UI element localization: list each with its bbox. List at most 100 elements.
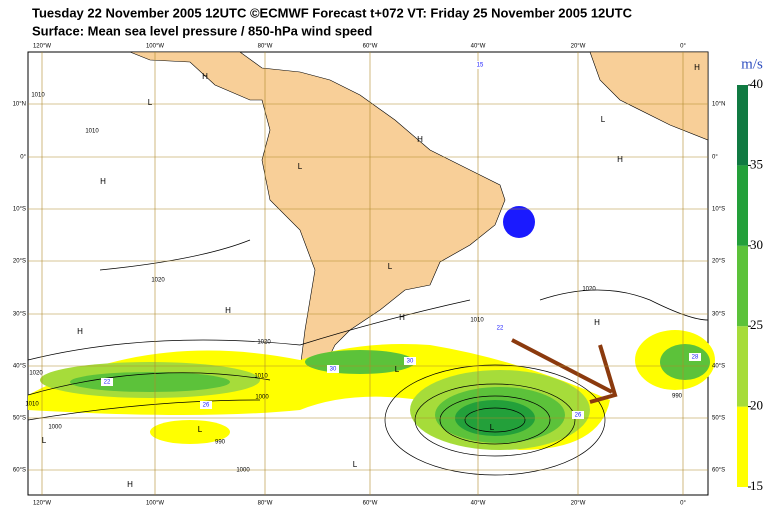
lon-label: 40°W <box>471 44 486 50</box>
lat-label: 60°S <box>13 468 26 474</box>
colorbar-segment <box>737 245 748 327</box>
colorbar-unit: m/s <box>741 56 763 72</box>
pressure-center: L <box>388 262 393 271</box>
isobar-label: 1010 <box>25 402 39 408</box>
wind-label: 26 <box>575 413 582 419</box>
pressure-center: H <box>225 306 231 315</box>
wind-core <box>70 372 230 392</box>
pressure-center: L <box>42 436 47 445</box>
colorbar-segment <box>737 326 748 407</box>
pressure-center: L <box>601 115 606 124</box>
pressure-center: L <box>395 365 400 374</box>
isobar-label: 1020 <box>257 340 271 346</box>
wind-label-box <box>404 357 416 365</box>
colorbar-tick-label: 40 <box>750 76 763 91</box>
isobar-label: 1010 <box>31 93 45 99</box>
isobar-label: 990 <box>215 440 226 446</box>
pressure-center: H <box>617 155 623 164</box>
lat-label: 40°S <box>712 364 725 370</box>
wind-label: 22 <box>497 326 504 332</box>
pressure-center: H <box>417 135 423 144</box>
wind-label: 22 <box>104 380 111 386</box>
colorbar-tick-label: 20 <box>750 398 763 413</box>
lon-label: 100°W <box>146 44 164 50</box>
pressure-center: L <box>298 162 303 171</box>
africa <box>589 51 709 141</box>
isobar-label: 990 <box>672 394 683 400</box>
colorbar: m/s 15 20 25 30 35 40 <box>737 56 763 493</box>
marker-circle <box>503 206 535 238</box>
lat-label: 10°S <box>712 207 725 213</box>
pressure-center: H <box>594 318 600 327</box>
colorbar-segment <box>737 85 748 166</box>
wind-label: 15 <box>477 63 484 69</box>
pressure-center: L <box>148 98 153 107</box>
lon-label: 20°W <box>571 44 586 50</box>
wind-label-box <box>572 411 584 419</box>
lon-label: 20°W <box>571 501 586 507</box>
lon-label: 80°W <box>258 44 273 50</box>
isobar-label: 1010 <box>254 374 268 380</box>
lat-label: 20°S <box>712 259 725 265</box>
title-line-2: Surface: Mean sea level pressure / 850-h… <box>32 23 372 38</box>
lat-label: 0° <box>712 155 718 161</box>
lat-label: 10°N <box>13 102 26 108</box>
wind-label: 28 <box>692 355 699 361</box>
pressure-center: H <box>202 72 208 81</box>
colorbar-tick-label: 15 <box>750 478 763 493</box>
lon-label: 0° <box>680 501 686 507</box>
pressure-center: L <box>490 423 495 432</box>
pressure-center: L <box>353 460 358 469</box>
lat-label: 10°N <box>712 102 725 108</box>
wind-label-box <box>200 401 212 409</box>
lon-label: 120°W <box>33 44 51 50</box>
pressure-center: H <box>127 480 133 489</box>
isobar-label: 1020 <box>582 287 596 293</box>
title-line-1: Tuesday 22 November 2005 12UTC ©ECMWF Fo… <box>32 5 633 20</box>
colorbar-segment <box>737 406 748 487</box>
lon-label: 100°W <box>146 501 164 507</box>
graticule <box>28 52 708 495</box>
lat-label: 50°S <box>712 416 725 422</box>
pressure-center: H <box>100 177 106 186</box>
lat-label: 50°S <box>13 416 26 422</box>
isobar-label: 1000 <box>236 468 250 474</box>
isobar-label: 1010 <box>85 129 99 135</box>
wind-core <box>150 420 230 444</box>
lat-label: 0° <box>20 155 26 161</box>
wind-label-box <box>327 365 339 373</box>
wind-label-box <box>494 324 506 332</box>
lon-label: 120°W <box>33 501 51 507</box>
lon-label: 60°W <box>363 44 378 50</box>
lat-label: 10°S <box>13 207 26 213</box>
isobar-label: 1010 <box>470 318 484 324</box>
isobar-label: 1020 <box>29 371 43 377</box>
colorbar-segment <box>737 165 748 246</box>
lon-label: 40°W <box>471 501 486 507</box>
lon-label: 80°W <box>258 501 273 507</box>
lon-label: 60°W <box>363 501 378 507</box>
wind-label: 26 <box>203 403 210 409</box>
pressure-center: H <box>77 327 83 336</box>
lat-label: 30°S <box>712 312 725 318</box>
wind-label-box <box>101 378 113 386</box>
lat-label: 30°S <box>13 312 26 318</box>
lat-label: 20°S <box>13 259 26 265</box>
lat-label: 60°S <box>712 468 725 474</box>
wind-label-box <box>689 353 701 361</box>
pressure-center: H <box>399 313 405 322</box>
isobars <box>27 239 709 476</box>
map <box>27 51 715 496</box>
wind-label: 30 <box>407 359 414 365</box>
colorbar-tick-label: 35 <box>750 156 763 171</box>
colorbar-tick-label: 25 <box>750 317 763 332</box>
isobar-label: 1000 <box>48 425 62 431</box>
colorbar-tick-label: 30 <box>750 237 763 252</box>
americas <box>129 51 506 411</box>
pressure-center: L <box>198 425 203 434</box>
isobar-label: 1020 <box>151 278 165 284</box>
lon-label: 0° <box>680 44 686 50</box>
wind-core <box>660 344 710 380</box>
isobar-label: 1000 <box>255 395 269 401</box>
